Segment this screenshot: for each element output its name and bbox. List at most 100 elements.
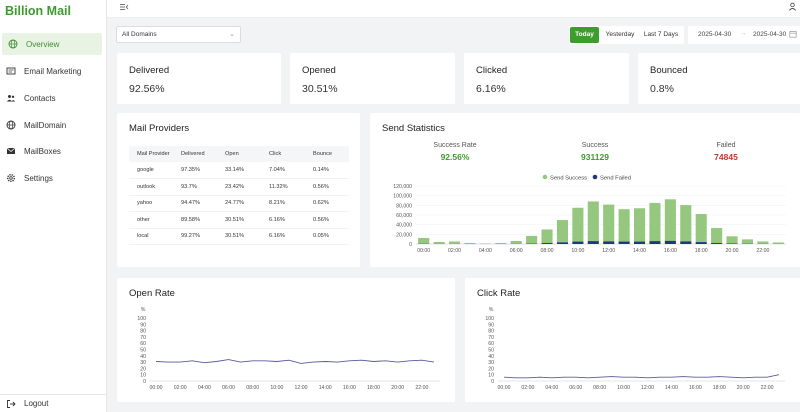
bar-send-failed	[572, 241, 584, 244]
x-tick-label: 18:00	[367, 385, 380, 391]
range-yesterday-button[interactable]: Yesterday	[605, 31, 635, 38]
click-rate-card: Click Rate % 0 10 20 30 40 50 60 70 80 90 100 00:00 0…	[465, 278, 800, 402]
x-tick-label: 08:00	[541, 248, 554, 254]
x-tick-label: 04:00	[545, 385, 558, 391]
date-range-picker[interactable]: 2025-04-30 → 2025-04-30	[688, 26, 800, 44]
y-tick-label: 60	[140, 341, 146, 347]
logout-icon	[6, 399, 16, 409]
stat-value: 92.56%	[129, 83, 165, 95]
sidebar-item-maildomain[interactable]: MailDomain	[0, 114, 104, 136]
y-tick-label: 70	[488, 335, 494, 341]
x-tick-label: 06:00	[569, 385, 582, 391]
open-rate-card: Open Rate % 0 10 20 30 40 50 60 70 80 90 100 00:00 02…	[117, 278, 455, 402]
success-rate-metric: Success Rate 92.56%	[405, 142, 505, 162]
table-cell: 0.56%	[305, 211, 349, 229]
bar-send-success	[433, 241, 445, 244]
sidebar-item-label: Overview	[26, 39, 60, 49]
sidebar-item-overview[interactable]: Overview	[2, 33, 102, 55]
table-cell: 99.27%	[173, 228, 217, 245]
y-tick-label: 20	[488, 366, 494, 372]
user-avatar-icon[interactable]	[788, 2, 797, 13]
y-tick-label: 70	[140, 335, 146, 341]
date-end[interactable]: 2025-04-30	[753, 31, 787, 38]
domain-select[interactable]: All Domains ⌄	[116, 26, 241, 43]
stat-value: 6.16%	[476, 83, 506, 95]
sidebar-item-contacts[interactable]: Contacts	[0, 87, 104, 109]
bar-send-failed	[587, 241, 599, 244]
bar-send-success	[680, 205, 692, 242]
stat-label: Opened	[302, 65, 336, 76]
bar-send-success	[510, 240, 522, 244]
bar-send-success	[757, 241, 769, 244]
x-tick-label: 16:00	[689, 385, 702, 391]
x-tick-label: 00:00	[497, 385, 510, 391]
metric-label: Failed	[716, 142, 736, 149]
bar-send-failed	[711, 243, 723, 244]
table-cell: 0.62%	[305, 195, 349, 212]
stat-card-delivered: Delivered 92.56%	[117, 53, 281, 104]
x-tick-label: 18:00	[713, 385, 726, 391]
send-statistics-chart: Send Success Send Failed 0 20,000 40,000 60,0…	[393, 174, 786, 254]
logout-button[interactable]: Logout	[0, 394, 107, 412]
column-header: Click	[261, 146, 305, 162]
stat-card-clicked: Clicked 6.16%	[464, 53, 629, 104]
y-tick-label: 100	[485, 316, 494, 322]
table-cell: 97.35%	[173, 162, 217, 179]
mail-providers-card: Mail Providers Mail Provider Delivered O…	[117, 113, 360, 267]
table-cell: 0.14%	[305, 162, 349, 179]
bar-send-success	[572, 207, 584, 242]
calendar-icon[interactable]	[789, 30, 797, 40]
stat-value: 30.51%	[302, 83, 338, 95]
table-cell: 24.77%	[217, 195, 261, 212]
sidebar-item-email-marketing[interactable]: Email Marketing	[0, 60, 104, 82]
x-tick-label: 14:00	[665, 385, 678, 391]
sidebar-item-mailboxes[interactable]: MailBoxes	[0, 140, 104, 162]
range-today-button[interactable]: Today	[570, 27, 599, 43]
date-start[interactable]: 2025-04-30	[698, 31, 732, 38]
x-tick-label: 16:00	[664, 248, 677, 254]
bar-send-success	[618, 209, 630, 242]
card-title: Click Rate	[477, 288, 521, 299]
bar-send-success	[418, 237, 430, 244]
card-title: Mail Providers	[129, 123, 190, 134]
sidebar-item-label: Email Marketing	[24, 66, 82, 76]
sidebar-item-label: MailDomain	[24, 120, 67, 130]
bar-send-success	[664, 199, 676, 241]
table-cell: 93.7%	[173, 178, 217, 196]
table-cell: 0.56%	[305, 178, 349, 196]
series-line	[503, 374, 780, 379]
sidebar-item-label: Contacts	[24, 93, 56, 103]
bar-send-success	[556, 220, 569, 243]
x-tick-label: 14:00	[633, 248, 646, 254]
table-cell: 6.16%	[261, 228, 305, 245]
range-last7days-button[interactable]: Last 7 Days	[643, 31, 679, 38]
table-cell: 30.51%	[217, 228, 261, 245]
y-tick-label: 90	[140, 322, 146, 328]
failed-metric: Failed 74845	[676, 142, 776, 162]
bar-send-success	[603, 204, 615, 242]
table-row: outlook 93.7% 23.42% 11.32% 0.56%	[129, 178, 349, 196]
table-row: other 89.58% 30.51% 6.16% 0.56%	[129, 211, 349, 229]
brand-logo: Billion Mail	[5, 4, 71, 18]
table-cell: 7.04%	[261, 162, 305, 179]
y-tick-label: 90	[488, 322, 494, 328]
legend-label: Send Failed	[600, 175, 631, 181]
x-tick-label: 22:00	[756, 248, 769, 254]
bar-send-failed	[556, 242, 569, 244]
y-tick-label: 40	[488, 354, 494, 360]
x-tick-label: 10:00	[617, 385, 630, 391]
sidebar-item-settings[interactable]: Settings	[0, 167, 104, 189]
sidebar: Billion Mail Overview Email Marketing Co…	[0, 0, 107, 412]
card-title: Open Rate	[129, 288, 175, 299]
metric-label: Success Rate	[433, 142, 477, 149]
stat-label: Clicked	[476, 65, 508, 76]
x-tick-label: 20:00	[737, 385, 750, 391]
collapse-sidebar-icon[interactable]	[119, 2, 129, 15]
table-row: yahoo 94.47% 24.77% 8.21% 0.62%	[129, 195, 349, 212]
table-cell: 0.05%	[305, 228, 349, 245]
bar-send-failed	[633, 241, 646, 244]
bar-send-failed	[680, 241, 692, 244]
stat-value: 0.8%	[650, 83, 674, 95]
y-tick-label: 120,000	[393, 184, 412, 190]
